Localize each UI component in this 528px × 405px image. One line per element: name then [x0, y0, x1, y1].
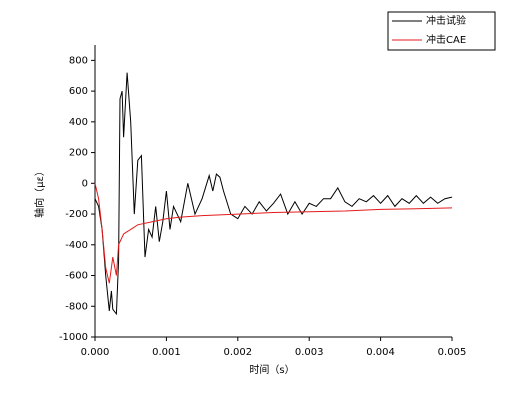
- y-tick-label: 800: [69, 55, 88, 66]
- y-axis-label: 轴向（με）: [33, 166, 46, 218]
- legend-label: 冲击CAE: [426, 33, 466, 46]
- x-tick-label: 0.005: [438, 347, 467, 358]
- y-tick-label: 0: [82, 178, 88, 189]
- series-line: [94, 72, 453, 316]
- y-tick-label: 200: [69, 148, 88, 159]
- y-tick-label: -200: [65, 209, 88, 220]
- y-tick-label: -400: [65, 240, 88, 251]
- y-tick-label: 600: [69, 86, 88, 97]
- legend-label: 冲击试验: [426, 14, 466, 27]
- series-line: [94, 183, 453, 284]
- y-tick-label: -600: [65, 271, 88, 282]
- x-tick-label: 0.002: [223, 347, 252, 358]
- x-axis-label: 时间（s）: [249, 363, 294, 376]
- y-tick-label: 400: [69, 117, 88, 128]
- y-tick-label: -800: [65, 301, 88, 312]
- x-tick-label: 0.001: [152, 347, 181, 358]
- x-tick-label: 0.000: [81, 347, 110, 358]
- legend-box: [387, 11, 496, 51]
- x-tick-label: 0.004: [366, 347, 395, 358]
- x-tick-label: 0.003: [295, 347, 324, 358]
- y-tick-label: -1000: [59, 332, 88, 343]
